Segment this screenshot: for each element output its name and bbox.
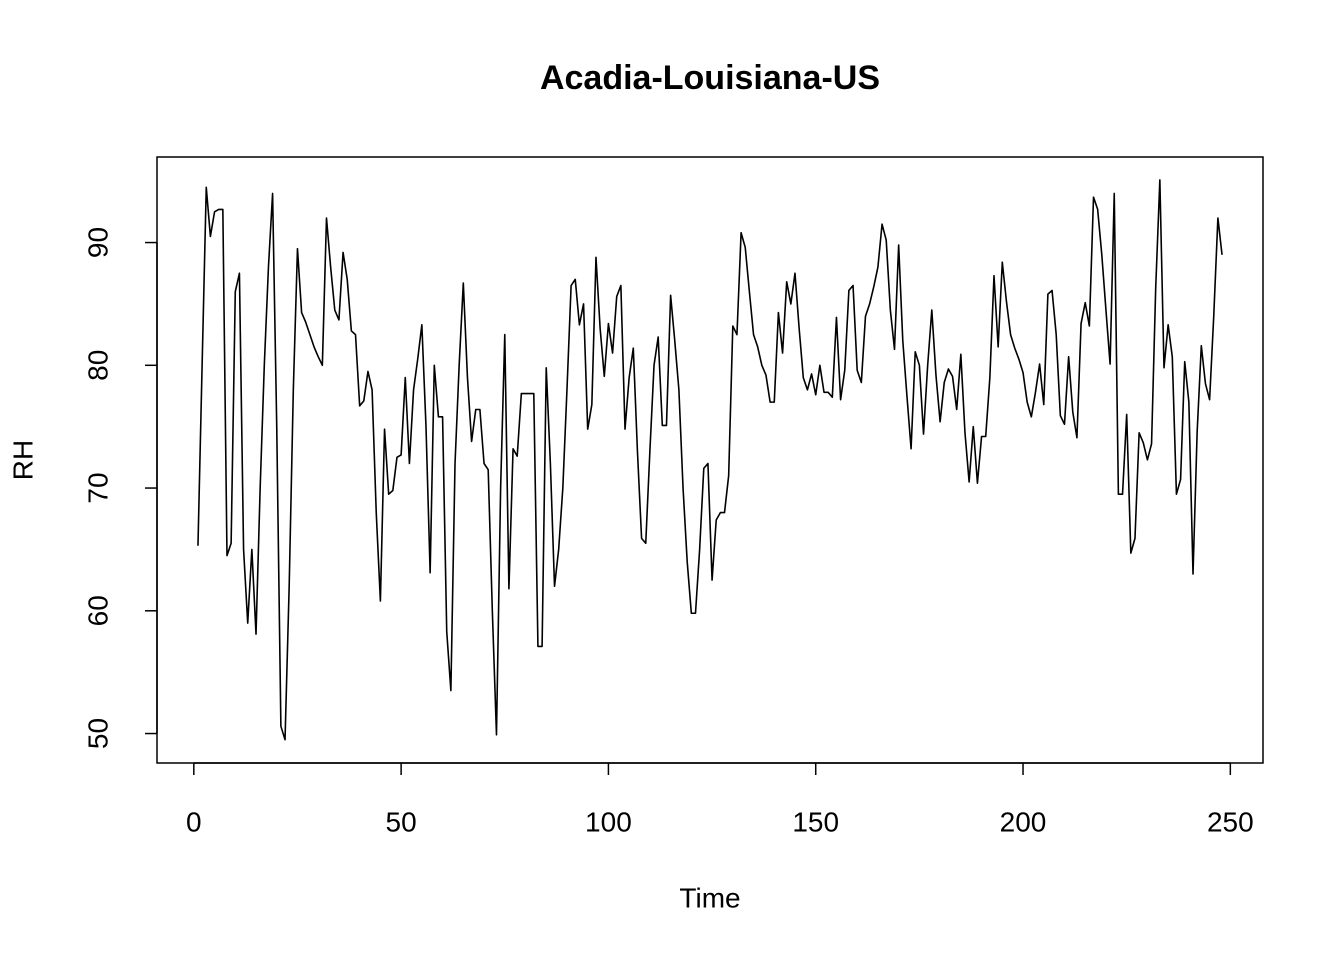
x-tick-label: 250 [1207,806,1254,837]
y-tick-label: 50 [82,718,113,749]
plot-frame [156,156,1264,764]
x-tick-label: 50 [386,806,417,837]
x-tick-label: 100 [585,806,632,837]
y-tick-label: 80 [82,350,113,381]
x-tick-label: 0 [186,806,202,837]
x-axis-label: Time [679,882,740,913]
data-line [197,179,1223,741]
y-tick-label: 70 [82,472,113,503]
x-tick-label: 200 [1000,806,1047,837]
chart-title: Acadia-Louisiana-US [540,59,880,97]
y-tick-label: 60 [82,595,113,626]
y-axis-label: RH [7,440,38,480]
x-tick-label: 150 [792,806,839,837]
y-tick-label: 90 [82,227,113,258]
